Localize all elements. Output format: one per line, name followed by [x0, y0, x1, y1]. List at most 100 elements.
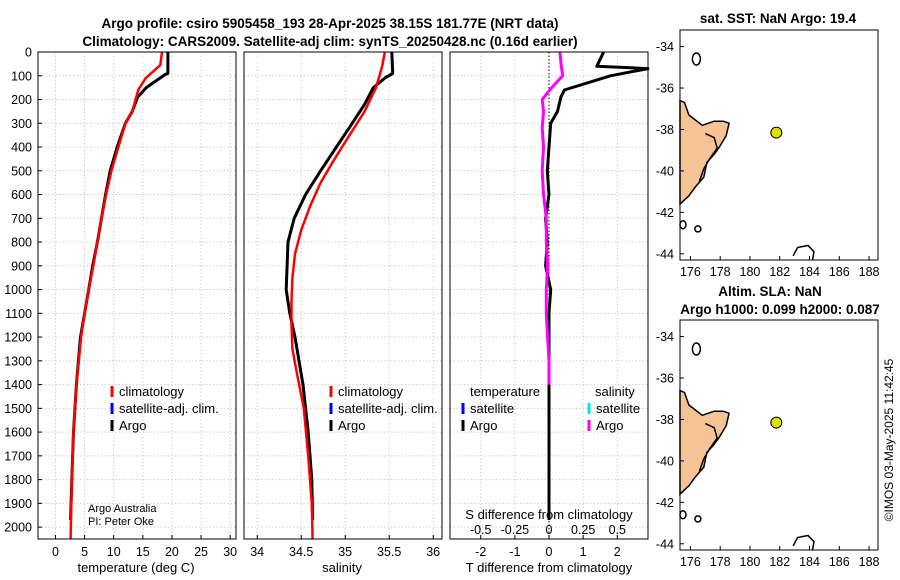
coastline-contour [698, 422, 719, 472]
sla-map-title-2: Argo h1000: 0.099 h2000: 0.087 [680, 302, 880, 317]
sla-map-title-1: Altim. SLA: NaN [718, 284, 822, 299]
s-x-tick-label: -0.5 [470, 523, 492, 537]
legend-label-s-satellite: satellite [596, 401, 640, 416]
salinity-axes-frame [243, 51, 443, 540]
salinity-panel: 34 34.5 35 35.5 36 salinity climatology sate… [243, 51, 443, 575]
argo-series-line [284, 51, 395, 521]
map-y-tick-label: -38 [656, 123, 674, 137]
map-y-tick-label: -34 [656, 330, 674, 344]
legend-label-t-argo: Argo [470, 418, 497, 433]
map-x-tick-label: 176 [680, 555, 701, 569]
sla-map-frame [679, 319, 879, 551]
y-tick-label: 1700 [4, 449, 32, 463]
map-x-tick-label: 178 [710, 265, 731, 279]
legend-label-argo: Argo [119, 418, 146, 433]
y-tick-label: 1800 [4, 473, 32, 487]
y-tick-label: 1100 [5, 307, 32, 321]
map-x-tick-label: 184 [799, 265, 820, 279]
map-y-tick-label: -36 [656, 82, 674, 96]
x-tick-label: 20 [165, 545, 179, 559]
y-tick-label: 0 [25, 46, 32, 60]
map-y-tick-label: -34 [656, 40, 674, 54]
north-island-land [679, 99, 730, 206]
sst-map: sat. SST: NaN Argo: 19.4 176 178 180 182 184… [656, 11, 880, 279]
island-contour [691, 52, 702, 66]
y-tick-label: 500 [11, 164, 32, 178]
x-tick-label: 25 [194, 545, 208, 559]
legend-title-temperature: temperature [470, 384, 540, 399]
x-tick-label: 5 [81, 545, 88, 559]
difference-panel: -2 -1 0 1 2 -0.5 -0.25 0 0.25 0.5 T difference f… [449, 51, 650, 575]
temperature-legend: climatology satellite-adj. clim. Argo [110, 384, 219, 433]
y-tick-label: 1400 [4, 378, 32, 392]
x-tick-label: 34 [250, 545, 264, 559]
legend-label-s-argo: Argo [596, 418, 623, 433]
x-tick-label: -2 [475, 545, 486, 559]
map-x-tick-label: 180 [740, 555, 761, 569]
temperature-panel: 0 5 10 15 20 25 30 0 100 200 300 400 500 600 700 800 90… [4, 46, 237, 576]
s-x-tick-label: -0.25 [501, 523, 530, 537]
map-y-tick-label: -40 [656, 454, 674, 468]
map-x-tick-label: 180 [740, 265, 761, 279]
annotation-argo-australia: Argo Australia [88, 503, 157, 515]
map-y-tick-label: -42 [656, 496, 674, 510]
x-tick-label: 34.5 [289, 545, 313, 559]
y-tick-label: 1000 [4, 283, 32, 297]
y-tick-label: 1200 [4, 331, 32, 345]
y-tick-label: 1900 [4, 497, 32, 511]
y-tick-label: 100 [11, 69, 32, 83]
map-y-tick-label: -42 [656, 206, 674, 220]
argo-float-marker [770, 416, 783, 429]
map-x-tick-label: 182 [769, 555, 790, 569]
y-tick-label: 2000 [4, 521, 32, 535]
salinity-xlabel: salinity [322, 560, 362, 575]
sst-map-frame [679, 29, 879, 261]
title-line-1: Argo profile: csiro 5905458_193 28-Apr-2… [102, 16, 559, 31]
s-difference-argo-line [540, 51, 565, 385]
island-contour [694, 225, 702, 233]
island-contour [679, 220, 687, 230]
x-tick-label: 1 [580, 545, 587, 559]
chatham-rise-contour [792, 244, 815, 261]
x-tick-label: 35.5 [377, 545, 401, 559]
map-x-tick-label: 186 [829, 265, 850, 279]
x-tick-label: -1 [509, 545, 520, 559]
sst-map-title: sat. SST: NaN Argo: 19.4 [700, 11, 857, 26]
map-x-tick-label: 184 [799, 555, 820, 569]
legend-label-climatology: climatology [338, 384, 404, 399]
legend-label-satellite: satellite-adj. clim. [338, 401, 438, 416]
title-line-2: Climatology: CARS2009. Satellite-adj cli… [82, 34, 577, 49]
north-island-land [679, 389, 730, 496]
y-tick-label: 700 [11, 212, 32, 226]
x-tick-label: 0 [52, 545, 59, 559]
legend-label-satellite: satellite-adj. clim. [119, 401, 219, 416]
t-difference-xlabel: T difference from climatology [466, 560, 633, 575]
island-contour [691, 342, 702, 356]
annotation-pi: PI: Peter Oke [88, 516, 154, 528]
temperature-xlabel: temperature (deg C) [77, 560, 194, 575]
climatology-series-line [69, 51, 164, 540]
y-tick-label: 300 [11, 117, 32, 131]
argo-float-marker [770, 126, 783, 139]
argo-series-line [69, 52, 170, 521]
s-x-tick-label: 0 [546, 523, 553, 537]
x-tick-label: 35 [338, 545, 352, 559]
imos-credit: ©IMOS 03-May-2025 11:42:45 [882, 358, 896, 521]
sla-map: Altim. SLA: NaN Argo h1000: 0.099 h2000:… [656, 284, 880, 569]
y-tick-label: 1500 [4, 402, 32, 416]
legend-label-climatology: climatology [119, 384, 185, 399]
legend-label-t-satellite: satellite [470, 401, 514, 416]
x-tick-label: 15 [136, 545, 150, 559]
map-y-tick-label: -36 [656, 372, 674, 386]
y-tick-label: 1300 [4, 354, 32, 368]
map-x-tick-label: 186 [829, 555, 850, 569]
coastline-contour [698, 132, 719, 182]
climatology-series-line [290, 51, 387, 540]
t-difference-argo-line [544, 51, 650, 520]
y-tick-label: 600 [11, 188, 32, 202]
x-tick-label: 36 [426, 545, 440, 559]
x-tick-label: 0 [546, 545, 553, 559]
island-contour [679, 510, 687, 520]
x-tick-label: 30 [223, 545, 237, 559]
y-tick-label: 400 [11, 141, 32, 155]
